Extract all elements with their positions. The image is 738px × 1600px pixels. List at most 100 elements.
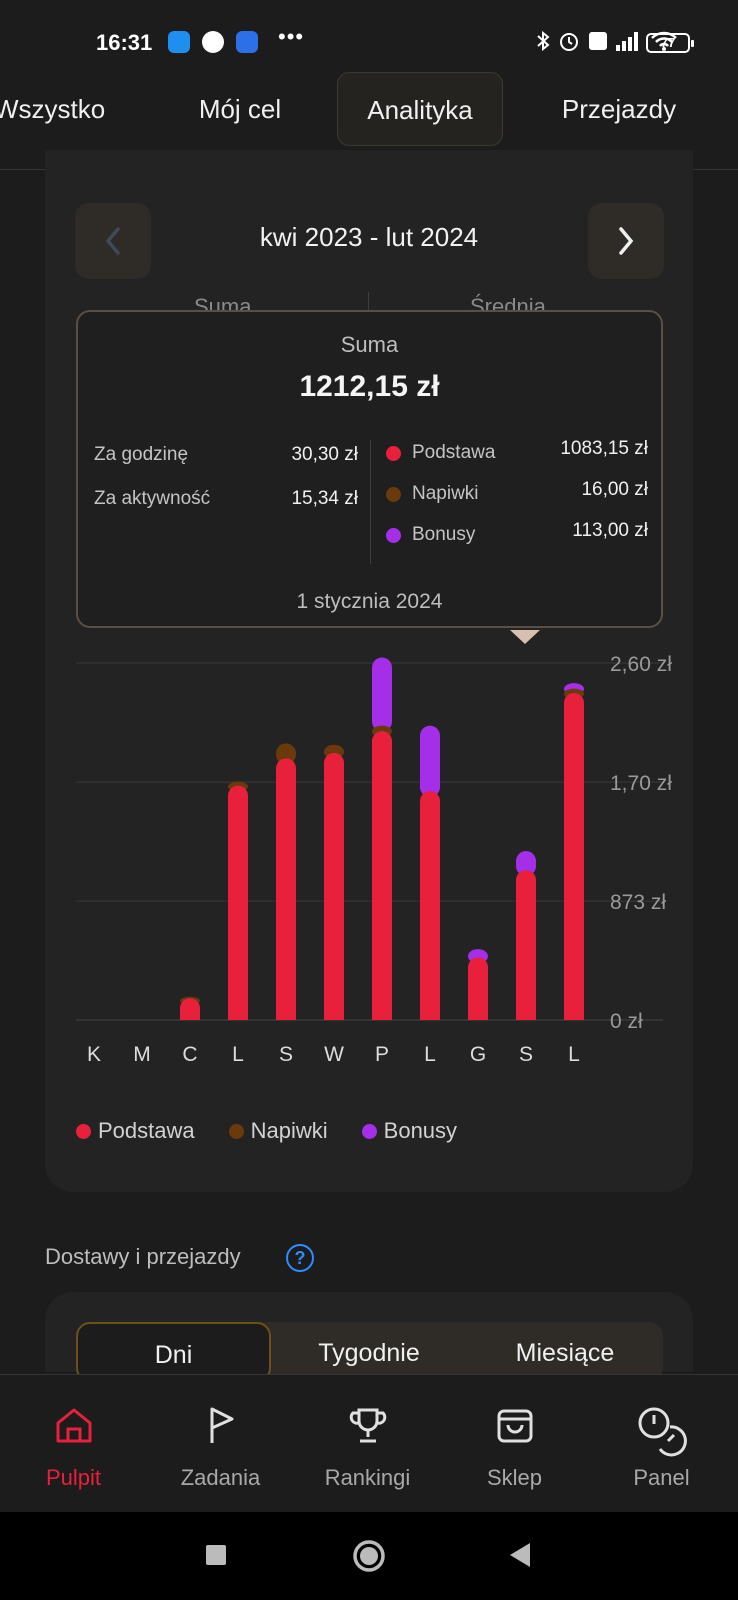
earnings-bar-chart: 0 zł 873 zł 1,70 zł 2,60 zł K M C L S W P L G S L (76, 653, 672, 1066)
bar-podstawa (228, 785, 248, 1020)
period-segmented-control: Dni Tygodnie Miesiące (76, 1322, 663, 1382)
x-tick-label: M (133, 1043, 151, 1066)
legend-base-dot (76, 1124, 91, 1139)
legend-tips-dot (228, 1124, 244, 1139)
bar-base-foot (180, 1010, 200, 1020)
app-notification-icon (168, 31, 190, 53)
home-icon (56, 1408, 91, 1443)
per-activity-value: 15,34 zł (291, 488, 358, 509)
app2-notification-icon (236, 31, 258, 53)
x-tick-label: P (375, 1043, 389, 1066)
date-range-label: kwi 2023 - lut 2024 (259, 222, 479, 252)
base-dot (386, 446, 401, 461)
signal-icon (616, 32, 638, 51)
bar-podstawa (420, 791, 440, 1020)
bar-base-foot (564, 1010, 584, 1020)
flag-icon (210, 1407, 233, 1443)
legend-bonus-dot (361, 1124, 377, 1139)
bar-base-foot (468, 1010, 488, 1020)
tooltip-title: Suma (340, 332, 399, 357)
bar-base-foot (276, 1010, 296, 1020)
nav-panel-label: Panel (633, 1465, 690, 1490)
chart-tooltip: Suma 1212,15 zł Za godzinę 30,30 zł Za a… (76, 310, 663, 628)
x-tick-label: K (87, 1043, 101, 1066)
per-activity-label: Za aktywność (94, 488, 211, 509)
panel-icon (638, 1407, 687, 1457)
back-icon[interactable] (508, 1542, 532, 1568)
tab-przejazdy[interactable]: Przejazdy (561, 94, 677, 124)
tooltip-caret (510, 630, 540, 644)
bar-bonusy (516, 851, 536, 877)
bar-base-foot (420, 1010, 440, 1020)
legend-tips[interactable]: Napiwki (228, 1118, 328, 1144)
y-tick-label: 873 zł (610, 891, 666, 914)
tab-wszystko[interactable]: Wszystko (0, 94, 106, 124)
prev-period-button[interactable] (75, 203, 151, 279)
bar-podstawa (516, 870, 536, 1020)
tab-analityka[interactable]: Analityka (337, 72, 503, 146)
battery-icon: 77 (646, 33, 694, 53)
chevron-left-icon (105, 227, 120, 255)
tips-value: 16,00 zł (581, 479, 648, 500)
system-nav-bar (0, 1512, 738, 1600)
segment-weeks[interactable]: Tygodnie (318, 1339, 420, 1367)
legend-base-label: Podstawa (98, 1118, 195, 1143)
chevron-right-icon (619, 227, 634, 255)
base-label: Podstawa (412, 442, 496, 463)
x-tick-label: W (324, 1043, 344, 1066)
x-tick-label: S (279, 1043, 293, 1066)
per-hour-label: Za godzinę (94, 444, 189, 465)
legend-base[interactable]: Podstawa (76, 1118, 195, 1144)
y-tick-label: 1,70 zł (610, 772, 672, 795)
x-tick-label: L (232, 1043, 244, 1066)
more-notifications-icon: ••• (278, 24, 305, 49)
segment-months[interactable]: Miesiące (515, 1339, 615, 1367)
segment-days[interactable]: Dni (76, 1322, 271, 1382)
y-tick-label: 2,60 zł (610, 653, 672, 676)
base-value: 1083,15 zł (560, 438, 648, 459)
status-time: 16:31 (96, 30, 153, 55)
nav-pulpit[interactable]: Pulpit (0, 1375, 147, 1513)
tab-moj-cel[interactable]: Mój cel (198, 94, 282, 124)
help-icon[interactable]: ? (286, 1244, 314, 1272)
tips-label: Napiwki (412, 483, 479, 504)
x-tick-label: L (424, 1043, 436, 1066)
y-tick-label: 0 zł (610, 1010, 643, 1033)
nav-pulpit-label: Pulpit (45, 1465, 102, 1490)
per-hour-value: 30,30 zł (291, 444, 358, 465)
recents-icon[interactable] (205, 1544, 227, 1566)
status-bar: 16:31 ••• 77 (0, 0, 738, 62)
bag-icon (497, 1409, 532, 1443)
bluetooth-icon (537, 30, 550, 52)
chart-notification-icon (202, 31, 224, 53)
bonus-dot (386, 528, 401, 543)
bottom-nav: Pulpit Zadania Rankingi Sklep Panel (0, 1374, 738, 1512)
bar-podstawa (564, 692, 584, 1020)
bar-podstawa (372, 731, 392, 1020)
nav-zadania[interactable]: Zadania (147, 1375, 294, 1513)
next-period-button[interactable] (588, 203, 664, 279)
legend-tips-label: Napiwki (250, 1118, 328, 1143)
chart-legend: Podstawa Napiwki Bonusy (76, 1118, 457, 1144)
bar-napiwki (276, 743, 296, 765)
trophy-icon (349, 1408, 386, 1443)
bar-base-foot (516, 1010, 536, 1020)
x-tick-label: G (470, 1043, 486, 1066)
alarm-icon (560, 33, 578, 51)
bar-base-foot (228, 1010, 248, 1020)
home-button-icon[interactable] (352, 1539, 386, 1573)
top-tabs: Wszystko Mój cel Analityka Przejazdy (0, 62, 738, 170)
bar-bonusy (372, 657, 392, 732)
x-tick-label: L (568, 1043, 580, 1066)
legend-bonus[interactable]: Bonusy (361, 1118, 457, 1144)
bonus-value: 113,00 zł (572, 520, 648, 541)
deliveries-title: Dostawy i przejazdy (45, 1244, 241, 1269)
nav-rankingi[interactable]: Rankingi (294, 1375, 441, 1513)
tooltip-divider (370, 440, 371, 564)
nav-sklep[interactable]: Sklep (441, 1375, 588, 1513)
bonus-label: Bonusy (412, 524, 476, 545)
summary-divider (368, 292, 369, 312)
nav-panel[interactable]: Panel (588, 1375, 735, 1513)
nav-sklep-label: Sklep (486, 1465, 543, 1490)
nav-rankingi-label: Rankingi (324, 1465, 411, 1490)
